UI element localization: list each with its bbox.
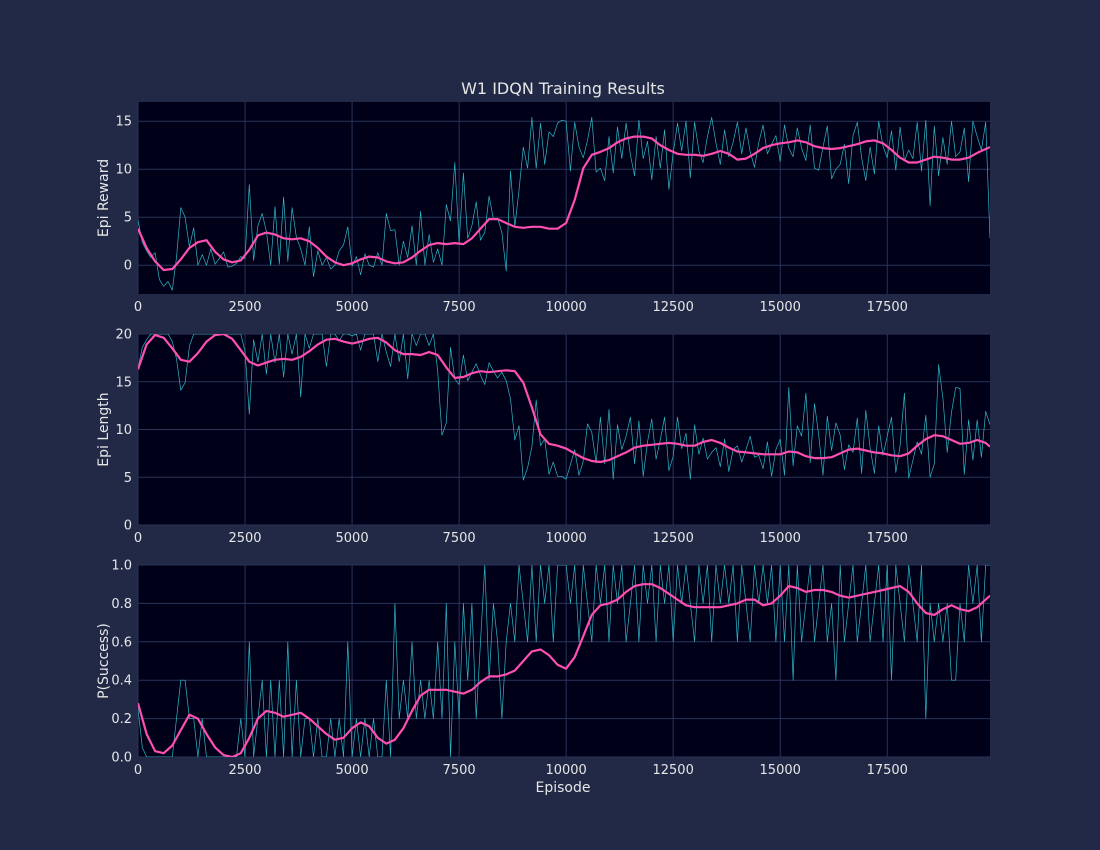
x-tick-label: 17500: [867, 300, 908, 315]
x-tick-label: 7500: [443, 300, 476, 315]
x-tick-label: 10000: [545, 763, 586, 778]
x-tick-label: 7500: [443, 531, 476, 546]
y-tick-label: 5: [124, 211, 132, 226]
x-tick-label: 0: [134, 300, 142, 315]
series-group: [138, 565, 990, 757]
x-tick-label: 10000: [545, 531, 586, 546]
raw-series-line: [138, 334, 990, 481]
x-tick-label: 0: [134, 531, 142, 546]
y-tick-label: 10: [115, 163, 132, 178]
y-tick-label: 0.8: [111, 597, 132, 612]
subplots: 0 2500 5000 7500 10000 12500 15000 17500051015E…: [96, 102, 990, 778]
x-tick-label: 2500: [228, 300, 261, 315]
x-tick-label: 0: [134, 763, 142, 778]
y-axis-label: Epi Length: [96, 392, 112, 466]
x-tick-label: 12500: [652, 300, 693, 315]
y-tick-label: 10: [115, 423, 132, 438]
y-tick-label: 15: [115, 375, 132, 390]
x-tick-label: 2500: [228, 531, 261, 546]
y-tick-label: 0.0: [111, 751, 132, 766]
raw-series-line: [138, 117, 990, 291]
x-tick-label: 15000: [760, 763, 801, 778]
y-tick-label: 0.2: [111, 712, 132, 727]
x-tick-label: 17500: [867, 763, 908, 778]
x-tick-label: 12500: [652, 763, 693, 778]
series-group: [138, 334, 990, 481]
subplot-1: 0 2500 5000 7500 10000 12500 15000 17500 0 5 10 15 E…: [96, 102, 990, 315]
x-axis-label: Episode: [536, 780, 591, 796]
subplot-2: 0 2500 5000 7500 10000 12500 15000 17500 0 5 10 15 2…: [96, 328, 990, 546]
x-tick-label: 10000: [545, 300, 586, 315]
smoothed-series-line: [138, 583, 990, 757]
x-tick-label: 17500: [867, 531, 908, 546]
x-tick-label: 12500: [652, 531, 693, 546]
y-tick-label: 0: [124, 259, 132, 274]
plot-area: [138, 102, 990, 294]
y-tick-label: 0.4: [111, 674, 132, 689]
y-tick-label: 15: [115, 115, 132, 130]
smoothed-series-line: [138, 334, 990, 464]
series-group: [138, 117, 990, 291]
x-tick-label: 15000: [760, 300, 801, 315]
y-tick-label: 20: [115, 328, 132, 343]
x-tick-label: 15000: [760, 531, 801, 546]
x-tick-label: 2500: [228, 763, 261, 778]
y-tick-label: 0: [124, 519, 132, 534]
raw-series-line: [138, 565, 990, 757]
figure-title: W1 IDQN Training Results: [461, 79, 665, 98]
subplot-3: 0 2500 5000 7500 10000 12500 15000 17500 0.0 0.2 0…: [96, 559, 990, 778]
y-tick-label: 5: [124, 471, 132, 486]
x-tick-label: 5000: [336, 300, 369, 315]
y-axis-label: P(Success): [96, 623, 112, 699]
y-tick-label: 1.0: [111, 559, 132, 574]
y-tick-label: 0.6: [111, 635, 132, 650]
smoothed-series-line: [138, 135, 990, 272]
x-tick-label: 7500: [443, 763, 476, 778]
x-tick-label: 5000: [336, 531, 369, 546]
x-tick-label: 5000: [336, 763, 369, 778]
y-axis-label: Epi Reward: [96, 159, 112, 237]
